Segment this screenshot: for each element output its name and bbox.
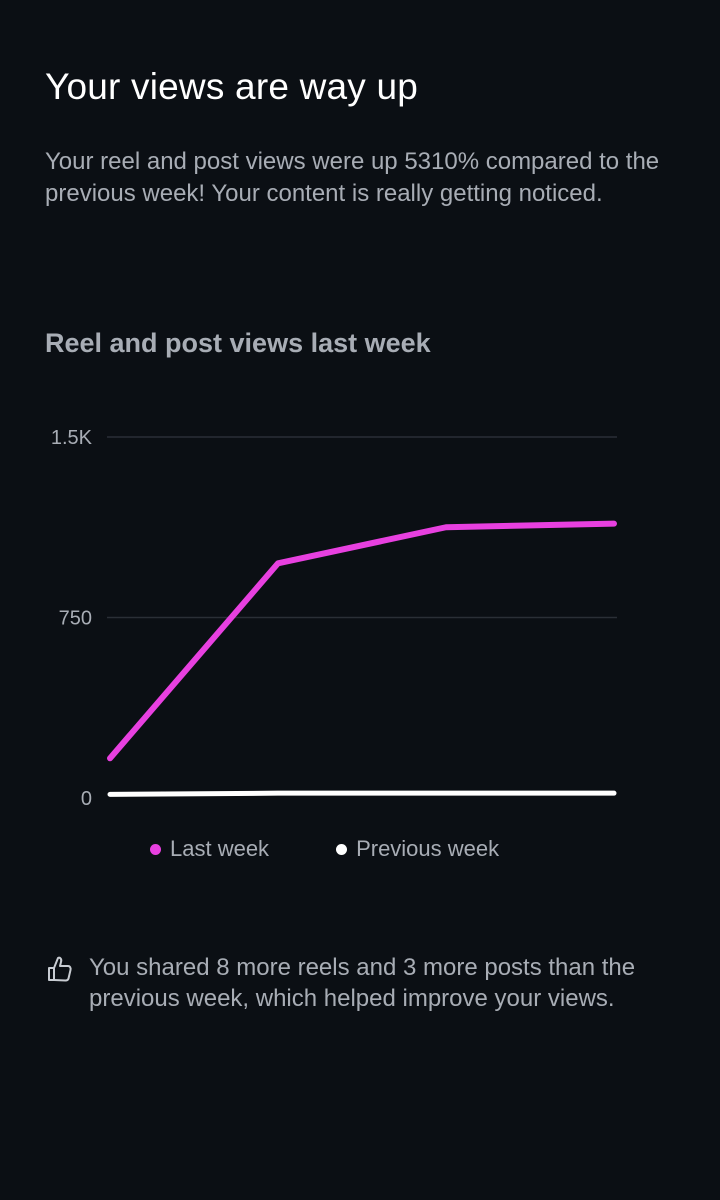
page-title: Your views are way up [45, 66, 419, 107]
legend-label-last-week: Last week [170, 836, 270, 861]
legend-dot-last-week [150, 843, 161, 855]
y-tick-label: 0 [81, 788, 92, 810]
chart-title: Reel and post views last week [45, 328, 431, 358]
views-line-chart: 0 750 1.5K [51, 427, 617, 810]
chart-legend: Last week Previous week [150, 836, 499, 862]
y-tick-label: 1.5K [51, 427, 93, 449]
series-line-previous-week [107, 790, 617, 797]
legend-label-previous-week: Previous week [356, 836, 500, 861]
insight-text: You shared 8 more reels and 3 more posts… [89, 954, 636, 1012]
thumbs-up-icon [48, 956, 72, 982]
summary-text: Your reel and post views were up 5310% c… [45, 148, 660, 207]
legend-item-previous-week: Previous week [336, 836, 499, 862]
series-line-last-week [107, 520, 617, 762]
y-tick-label: 750 [59, 608, 92, 630]
legend-dot-previous-week [336, 843, 348, 855]
legend-item-last-week: Last week [150, 836, 269, 862]
insight-row: You shared 8 more reels and 3 more posts… [45, 952, 685, 1014]
